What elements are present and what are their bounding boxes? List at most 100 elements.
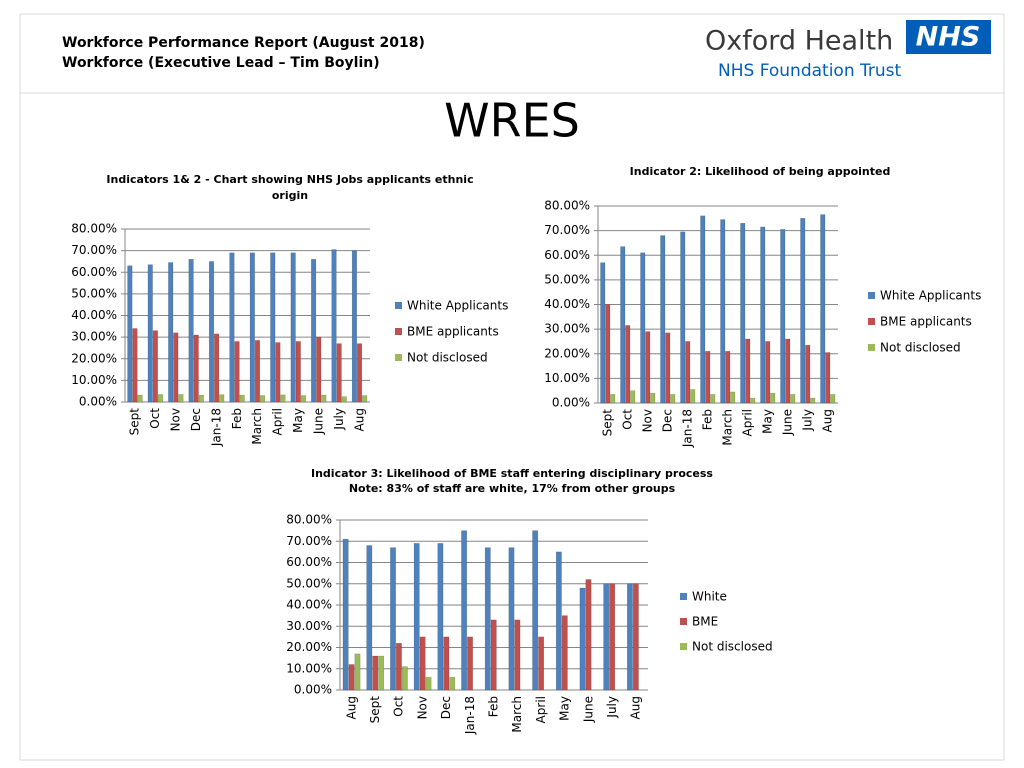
bar (620, 246, 626, 404)
bar (275, 342, 281, 403)
bar (342, 538, 349, 691)
x-tick-label: Feb (487, 696, 501, 717)
bar (316, 336, 322, 403)
bar (413, 543, 420, 691)
bar (208, 261, 215, 403)
x-tick-label: May (558, 696, 572, 721)
bar (790, 394, 796, 404)
org-name: Oxford Health (705, 26, 893, 57)
x-tick-label: Aug (344, 696, 358, 719)
bar (372, 655, 379, 691)
y-tick-label: 20.00% (71, 351, 117, 365)
bar (356, 343, 363, 403)
bar (720, 219, 726, 404)
bar (603, 583, 610, 691)
bar (825, 352, 831, 404)
y-tick-label: 20.00% (286, 640, 332, 654)
x-tick-label: Aug (629, 696, 643, 719)
bar (760, 226, 766, 404)
x-tick-label: Nov (641, 409, 655, 432)
bar (437, 543, 444, 691)
x-tick-label: Dec (439, 696, 453, 719)
x-tick-label: May (761, 409, 775, 434)
x-tick-label: April (271, 408, 285, 435)
bar (650, 392, 656, 404)
bar (378, 655, 385, 691)
bar (311, 259, 317, 403)
report-subtitle: Workforce (Executive Lead – Tim Boylin) (62, 55, 380, 71)
bar (229, 252, 235, 403)
y-tick-label: 60.00% (544, 248, 590, 262)
legend-label: White Applicants (880, 289, 981, 303)
bar (270, 252, 276, 403)
y-tick-label: 50.00% (71, 286, 117, 300)
bar (239, 394, 245, 403)
bar (390, 547, 396, 691)
bar (295, 341, 301, 403)
bar (640, 252, 646, 404)
chart-title: Indicator 3: Likelihood of BME staff ent… (311, 467, 713, 480)
legend-swatch (868, 292, 875, 299)
legend-label: Not disclosed (880, 341, 961, 355)
y-tick-label: 70.00% (544, 223, 590, 237)
y-tick-label: 10.00% (71, 373, 117, 387)
bar (425, 677, 432, 691)
x-tick-label: Jan-18 (209, 408, 223, 447)
bar (396, 643, 402, 691)
bar (700, 215, 706, 404)
bar (800, 218, 806, 404)
heading: WRES (444, 94, 580, 148)
bar (173, 332, 179, 403)
legend-swatch (680, 593, 687, 600)
legend-label: White Applicants (407, 299, 508, 313)
bar (532, 530, 539, 691)
bar (321, 394, 327, 403)
bar (157, 394, 164, 403)
y-tick-label: 0.00% (79, 395, 117, 409)
legend-label: Not disclosed (407, 351, 488, 365)
bar (219, 394, 225, 403)
org-sub: NHS Foundation Trust (718, 61, 901, 81)
legend-label: Not disclosed (692, 640, 773, 654)
bar (490, 619, 497, 691)
y-tick-label: 80.00% (286, 513, 332, 527)
bar (331, 249, 337, 403)
x-tick-label: March (250, 408, 264, 445)
bar (805, 344, 811, 404)
y-tick-label: 10.00% (286, 661, 332, 675)
legend-swatch (680, 618, 687, 625)
bar (561, 615, 568, 691)
bar (193, 334, 199, 403)
x-tick-label: Aug (821, 409, 835, 432)
bar (443, 636, 450, 691)
bar (690, 389, 696, 404)
bar (705, 351, 711, 404)
chart-title: Indicator 2: Likelihood of being appoint… (629, 165, 891, 178)
bar (351, 250, 357, 403)
y-tick-label: 0.00% (294, 683, 332, 697)
report-title: Workforce Performance Report (August 201… (62, 35, 425, 51)
x-tick-label: Nov (169, 408, 183, 431)
legend-swatch (395, 328, 402, 335)
y-tick-label: 40.00% (71, 308, 117, 322)
bar (579, 587, 586, 691)
x-tick-label: March (721, 409, 735, 446)
bar (354, 653, 361, 691)
legend-swatch (868, 318, 875, 325)
bar (137, 394, 143, 403)
y-tick-label: 50.00% (286, 576, 332, 590)
x-tick-label: Dec (661, 409, 675, 432)
bar (785, 338, 791, 404)
bar (508, 547, 515, 691)
bar (484, 547, 491, 691)
x-tick-label: June (311, 408, 325, 435)
y-tick-label: 20.00% (544, 346, 590, 360)
x-tick-label: Dec (189, 408, 203, 431)
y-tick-label: 60.00% (71, 265, 117, 279)
y-tick-label: 30.00% (544, 322, 590, 336)
x-tick-label: Aug (352, 408, 366, 431)
bar (290, 252, 296, 403)
y-tick-label: 30.00% (286, 619, 332, 633)
x-tick-label: April (741, 409, 755, 436)
